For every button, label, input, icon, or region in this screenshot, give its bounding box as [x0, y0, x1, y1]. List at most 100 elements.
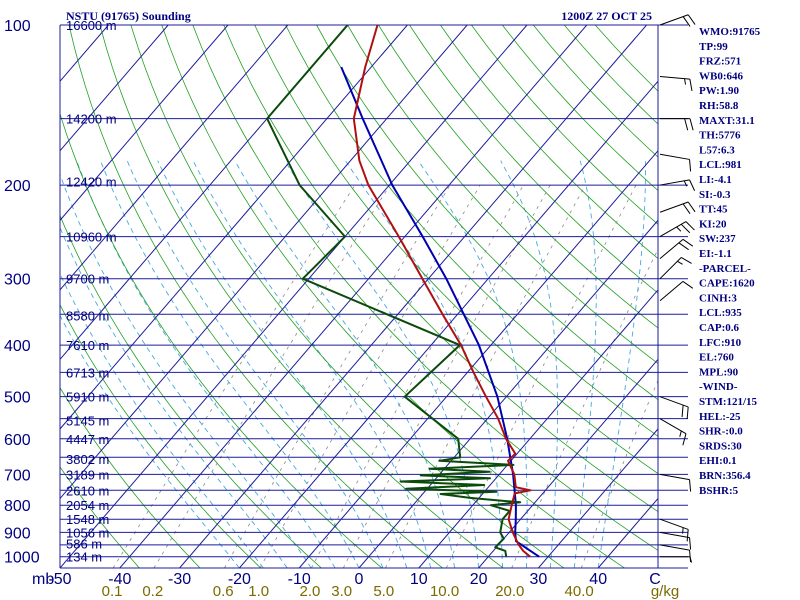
isotherm-line [119, 25, 588, 568]
isotherm-line [60, 25, 289, 291]
sounding-index: EL:760 [699, 352, 734, 364]
temperature-tick-label: -40 [108, 571, 131, 588]
mixing-ratio-labels: 0.1 0.2 0.6 1.0 2.0 3.0 5.0 10.0 20.0 40.0 g/kg [102, 583, 680, 600]
wind-barb-staff [659, 281, 684, 302]
mixing-ratio-label: g/kg [651, 583, 679, 600]
wind-barb-feather [683, 180, 688, 187]
wind-barb-feather [676, 226, 682, 232]
height-label: 134 m [66, 550, 102, 565]
wind-barb [659, 518, 689, 542]
height-label: 8580 m [66, 309, 109, 324]
moist-adiabat-line [100, 160, 360, 568]
wind-barb [659, 531, 692, 550]
isotherm-line [298, 150, 658, 568]
dry-adiabat-line [60, 303, 261, 568]
mixing-ratio-label: 0.1 [102, 583, 123, 600]
mixing-ratio-line [112, 184, 356, 568]
wind-barb-feather [678, 242, 689, 251]
wind-barb-feather [684, 78, 687, 85]
wind-barb-feather [684, 118, 689, 131]
sounding-index: TH:5776 [699, 130, 741, 142]
temperature-tick-label: -50 [48, 571, 71, 588]
mixing-ratio-line [580, 379, 658, 568]
mixing-ratio-line [224, 184, 451, 568]
sounding-index: CAPE:1620 [699, 278, 755, 290]
height-label: 2054 m [66, 498, 109, 513]
sounding-index: SRDS:30 [699, 440, 742, 452]
dry-adiabat-line [161, 25, 625, 568]
wind-barbs [659, 14, 696, 563]
isotherm-line [60, 25, 229, 222]
pressure-tick-label: 300 [4, 272, 31, 289]
parcel-trace-line [340, 66, 540, 558]
temperature-tick-labels: -50 -40 -30 -20 -10 0 10 20 30 40 [48, 571, 607, 588]
moist-adiabat-line [60, 172, 312, 568]
wind-barb-staff [659, 544, 690, 551]
moist-adiabat-line [284, 160, 480, 568]
sounding-index: MPL:90 [699, 366, 739, 378]
wind-barb [659, 281, 694, 302]
sounding-index: TT:45 [699, 204, 728, 216]
sounding-index: LCL:981 [699, 159, 742, 171]
pressure-tick-label: 700 [4, 467, 31, 484]
temperature-tick-label: -20 [228, 571, 251, 588]
dry-adiabats [60, 25, 658, 568]
pressure-tick-label: 800 [4, 498, 31, 515]
isotherms [60, 25, 658, 568]
temperature-trace-line [352, 25, 532, 558]
pressure-tick-label: 200 [4, 178, 31, 195]
dry-adiabat-line [99, 25, 504, 568]
sounding-index: EHI:0.1 [699, 455, 737, 467]
temperature-tick-label: 0 [355, 571, 364, 588]
wind-barb-feather [689, 179, 696, 191]
height-label: 12420 m [66, 175, 117, 190]
y-axis-label: mb [32, 571, 54, 588]
pressure-tick-label: 400 [4, 338, 31, 355]
sounding-index: BSHR:5 [699, 485, 739, 497]
wind-barb [659, 396, 689, 419]
wind-barb-feather [677, 260, 683, 265]
wind-barb-feather [685, 221, 695, 231]
wind-barb [659, 238, 694, 259]
sounding-index: CAP:0.6 [699, 322, 740, 334]
isotherm-line [60, 25, 169, 152]
wind-barb-feather [689, 159, 692, 172]
height-label: 10960 m [66, 230, 117, 245]
dry-adiabat-line [192, 25, 658, 551]
wind-barb-feather [682, 16, 691, 27]
mixing-ratio-line [445, 184, 637, 568]
temperature-tick-label: 10 [410, 571, 428, 588]
sounding-index: TP:99 [699, 41, 728, 53]
sounding-index: EI:-1.1 [699, 248, 732, 260]
moist-adiabat-line [60, 226, 288, 568]
moist-adiabat-line [345, 160, 503, 568]
dry-adiabat-line [223, 25, 658, 513]
dry-adiabat-line [68, 25, 443, 568]
wind-barb-feather [682, 281, 694, 289]
dry-adiabat-line [285, 25, 658, 437]
height-label: 14200 m [66, 112, 117, 127]
isotherm-line [478, 358, 658, 568]
isotherm-line [179, 25, 647, 568]
sounding-index: SW:237 [699, 233, 736, 245]
wind-barb-feather [689, 118, 694, 131]
moist-adiabat-line [573, 160, 597, 568]
wind-barb-feather [682, 433, 687, 446]
moist-adiabat-line [234, 160, 456, 568]
wind-barb [659, 179, 696, 191]
isotherm-line [60, 25, 468, 500]
wind-barb-staff [659, 531, 690, 539]
temperature-tick-label: -30 [168, 571, 191, 588]
mixing-ratio-label: 40.0 [565, 583, 594, 600]
isotherm-line [418, 289, 658, 568]
sounding-index: WB0:646 [699, 70, 744, 82]
sounding-index: PW:1.90 [699, 85, 740, 97]
wind-barb [659, 221, 695, 238]
isotherm-line [60, 25, 528, 568]
sounding-index: -PARCEL- [699, 263, 751, 275]
wind-barb [660, 556, 693, 563]
height-label: 9700 m [66, 272, 109, 287]
